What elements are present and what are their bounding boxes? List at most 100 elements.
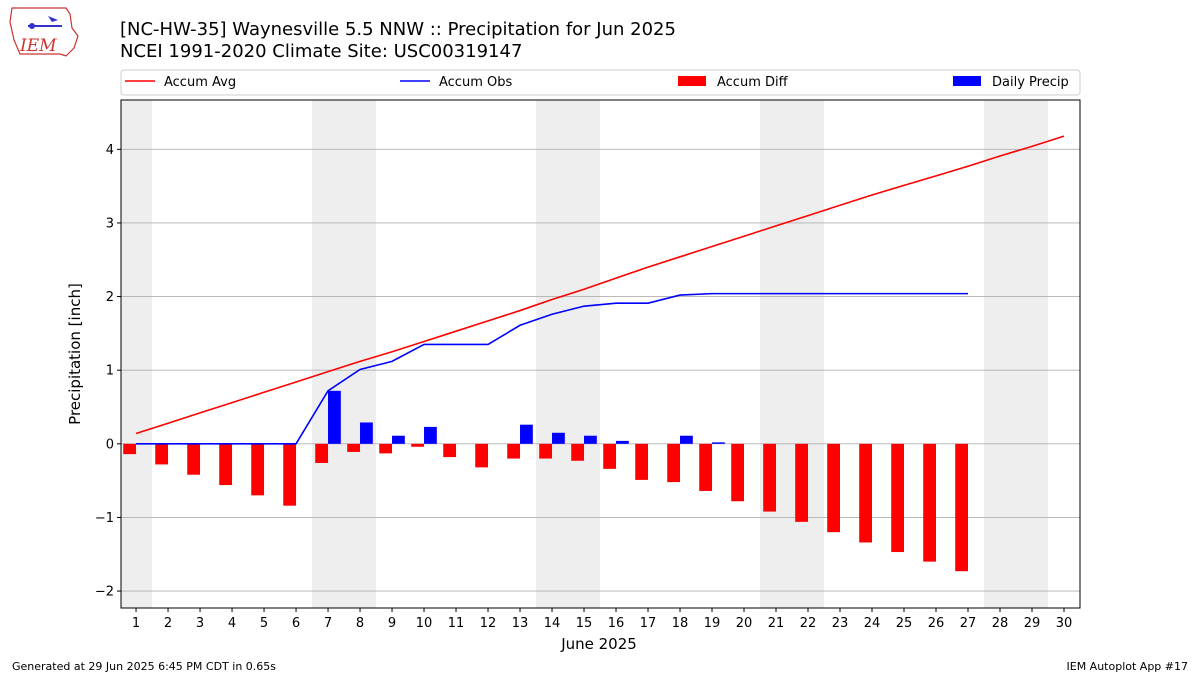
- bar: [443, 443, 457, 458]
- weekend-shade: [536, 100, 569, 608]
- x-tick-label: 20: [736, 616, 753, 631]
- bar: [123, 443, 137, 455]
- x-tick-label: 3: [196, 616, 204, 631]
- y-tick-label: −1: [95, 511, 114, 526]
- x-tick-label: 1: [132, 616, 140, 631]
- weekend-shade: [984, 100, 1017, 608]
- y-tick-label: 2: [106, 290, 114, 305]
- x-tick-label: 14: [544, 616, 561, 631]
- weekend-shade: [344, 100, 377, 608]
- y-tick-label: 4: [106, 143, 114, 158]
- x-tick-label: 25: [896, 616, 913, 631]
- bar: [616, 440, 629, 444]
- bar: [328, 390, 341, 444]
- bar: [315, 443, 329, 463]
- legend-label: Accum Obs: [439, 75, 512, 90]
- bar: [347, 443, 361, 452]
- bar: [507, 443, 521, 459]
- x-tick-label: 9: [388, 616, 396, 631]
- legend-swatch: [678, 76, 706, 86]
- legend-label: Accum Avg: [164, 75, 236, 90]
- bar: [603, 443, 617, 469]
- bar: [712, 442, 725, 444]
- legend-box: [120, 69, 1081, 96]
- bar: [859, 443, 873, 543]
- chart-title: [NC-HW-35] Waynesville 5.5 NNW :: Precip…: [120, 19, 676, 40]
- x-tick-label: 24: [864, 616, 881, 631]
- bar: [219, 443, 233, 486]
- bar: [251, 443, 265, 496]
- y-tick-label: 1: [106, 364, 114, 379]
- bar: [731, 443, 745, 502]
- bar: [360, 422, 373, 444]
- x-tick-label: 17: [640, 616, 657, 631]
- line: [136, 292, 969, 445]
- y-tick-label: 3: [106, 216, 114, 231]
- logo-flag: [48, 16, 58, 22]
- x-tick-label: 15: [576, 616, 593, 631]
- x-tick-label: 19: [704, 616, 721, 631]
- x-tick-label: 10: [416, 616, 433, 631]
- bar: [539, 443, 553, 459]
- x-tick-label: 7: [324, 616, 332, 631]
- legend-label: Accum Diff: [717, 75, 789, 90]
- x-tick-label: 27: [960, 616, 977, 631]
- x-tick-label: 5: [260, 616, 268, 631]
- y-tick-label: 0: [106, 437, 114, 452]
- x-tick-label: 11: [448, 616, 465, 631]
- weekend-shade: [792, 100, 825, 608]
- bar: [763, 443, 777, 512]
- bar: [795, 443, 809, 522]
- y-tick-label: −2: [95, 585, 114, 600]
- x-tick-label: 6: [292, 616, 300, 631]
- bar: [392, 435, 405, 444]
- logo: IEM: [9, 7, 79, 57]
- weekend-shade: [312, 100, 345, 608]
- bar: [635, 443, 649, 480]
- logo-dot: [29, 23, 35, 29]
- logo-outline: [9, 7, 79, 57]
- x-tick-label: 21: [768, 616, 785, 631]
- footer-right: IEM Autoplot App #17: [1067, 660, 1189, 673]
- legend-label: Daily Precip: [992, 75, 1069, 90]
- chart-subtitle: NCEI 1991-2020 Climate Site: USC00319147: [120, 41, 522, 62]
- bar: [475, 443, 489, 468]
- bar: [424, 426, 437, 444]
- logo-text: IEM: [19, 36, 57, 56]
- x-tick-label: 4: [228, 616, 236, 631]
- bar: [699, 443, 713, 491]
- y-axis-label: Precipitation [inch]: [66, 283, 84, 425]
- bar: [379, 443, 393, 454]
- footer-left: Generated at 29 Jun 2025 6:45 PM CDT in …: [12, 660, 276, 673]
- x-tick-label: 16: [608, 616, 625, 631]
- weekend-shade: [760, 100, 793, 608]
- x-tick-label: 26: [928, 616, 945, 631]
- bar: [520, 424, 533, 444]
- x-tick-label: 30: [1056, 616, 1073, 631]
- bar: [955, 443, 969, 572]
- bar: [552, 432, 565, 444]
- bar: [923, 443, 937, 562]
- x-tick-label: 28: [992, 616, 1009, 631]
- x-tick-label: 12: [480, 616, 497, 631]
- plot-frame: [120, 99, 1081, 609]
- x-tick-label: 13: [512, 616, 529, 631]
- bar: [283, 443, 297, 506]
- bar: [187, 443, 201, 475]
- x-tick-label: 22: [800, 616, 817, 631]
- x-axis-label: June 2025: [560, 635, 637, 653]
- x-tick-label: 29: [1024, 616, 1041, 631]
- weekend-shade: [568, 100, 601, 608]
- bar: [584, 435, 597, 444]
- weekend-shade: [121, 100, 153, 608]
- bar: [891, 443, 905, 553]
- x-tick-label: 18: [672, 616, 689, 631]
- x-tick-label: 8: [356, 616, 364, 631]
- bar: [571, 443, 585, 461]
- bar: [155, 443, 169, 465]
- bar: [827, 443, 841, 533]
- bar: [680, 435, 693, 444]
- bar: [411, 443, 425, 447]
- weekend-shade: [1016, 100, 1049, 608]
